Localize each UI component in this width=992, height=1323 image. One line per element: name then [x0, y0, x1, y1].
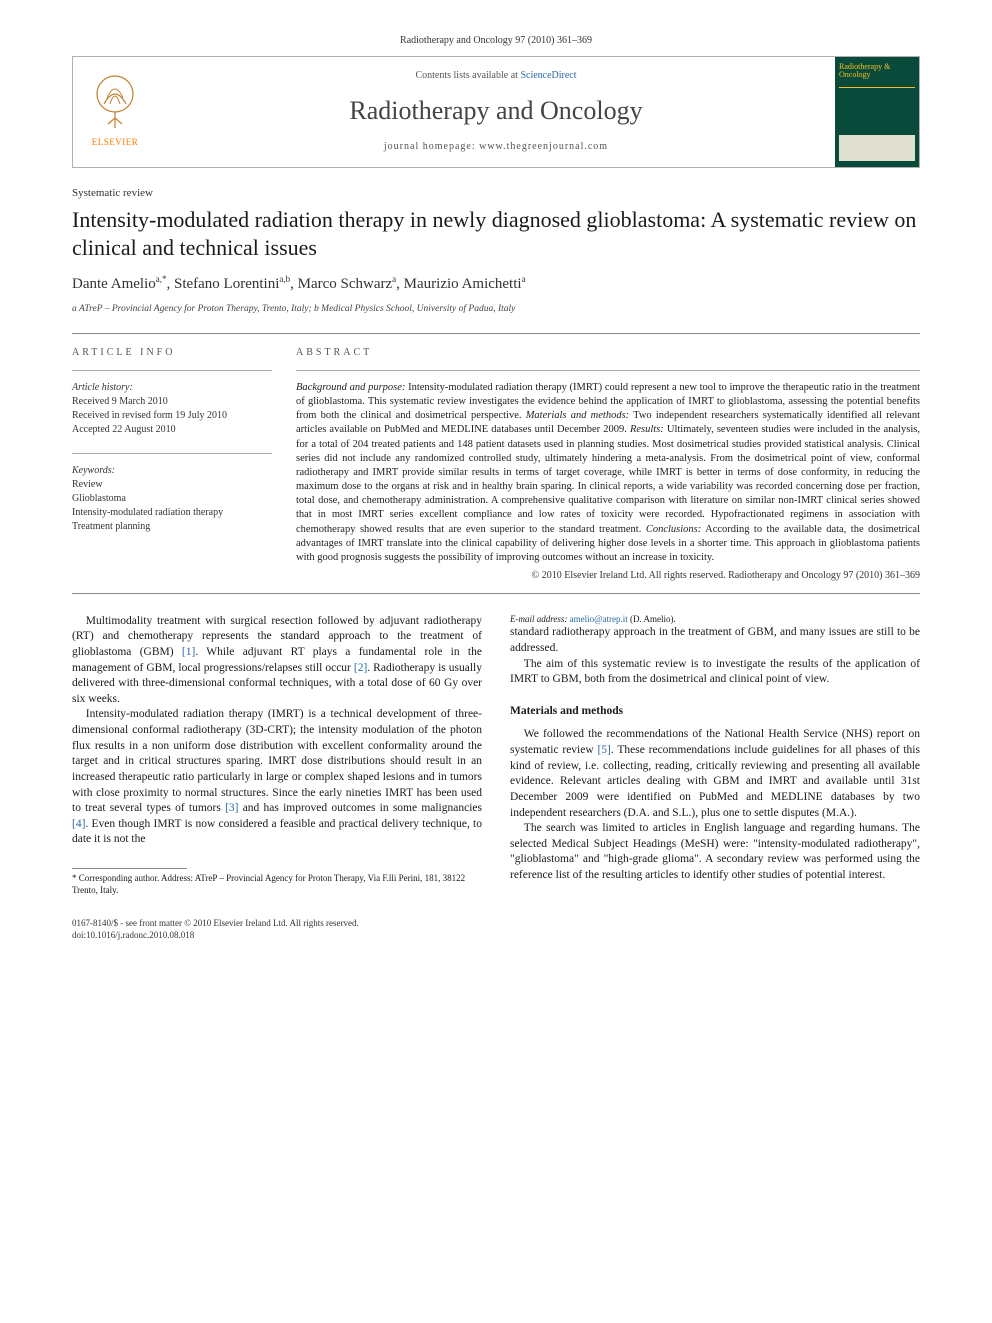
history-received: Received 9 March 2010	[72, 395, 272, 409]
abs-head-conclusions: Conclusions:	[646, 524, 701, 535]
keywords-block: Keywords: Review Glioblastoma Intensity-…	[72, 464, 272, 534]
article-title: Intensity-modulated radiation therapy in…	[72, 206, 920, 261]
cite-3[interactable]: [3]	[225, 802, 238, 814]
email-line: E-mail address: amelio@atrep.it (D. Amel…	[510, 614, 920, 626]
author-3: Marco Schwarz	[298, 276, 393, 292]
cite-4[interactable]: [4]	[72, 818, 85, 830]
journal-reference: Radiotherapy and Oncology 97 (2010) 361–…	[72, 34, 920, 48]
affiliations: a ATreP – Provincial Agency for Proton T…	[72, 303, 920, 316]
publisher-logo-block: ELSEVIER	[73, 57, 157, 167]
email-label: E-mail address:	[510, 614, 570, 624]
body-two-column: Multimodality treatment with surgical re…	[72, 614, 920, 897]
cover-rule	[839, 87, 915, 88]
body-para-6: The search was limited to articles in En…	[510, 821, 920, 884]
history-label: Article history:	[72, 381, 272, 395]
contents-prefix: Contents lists available at	[415, 70, 520, 81]
authors-line: Dante Amelioa,*, Stefano Lorentinia,b, M…	[72, 273, 920, 294]
corresponding-author-note: * Corresponding author. Address: ATreP –…	[72, 873, 482, 896]
cover-title: Radiotherapy & Oncology	[839, 63, 915, 81]
info-rule-2	[72, 453, 272, 454]
publisher-name: ELSEVIER	[92, 136, 139, 148]
keywords-label: Keywords:	[72, 464, 272, 478]
article-history-block: Article history: Received 9 March 2010 R…	[72, 381, 272, 437]
author-4-aff: a	[522, 274, 526, 284]
contents-lists-line: Contents lists available at ScienceDirec…	[415, 69, 576, 83]
body-para-4: The aim of this systematic review is to …	[510, 657, 920, 688]
abs-head-background: Background and purpose:	[296, 382, 405, 393]
article-type: Systematic review	[72, 186, 920, 201]
corresponding-email[interactable]: amelio@atrep.it	[570, 614, 628, 624]
abs-head-methods: Materials and methods:	[526, 410, 629, 421]
page-footer: 0167-8140/$ - see front matter © 2010 El…	[72, 918, 920, 941]
keyword-1: Review	[72, 478, 272, 492]
sciencedirect-link[interactable]: ScienceDirect	[520, 70, 576, 81]
cite-1[interactable]: [1]	[182, 646, 195, 658]
abs-head-results: Results:	[630, 424, 664, 435]
keyword-3: Intensity-modulated radiation therapy	[72, 506, 272, 520]
article-info-heading: article info	[72, 346, 272, 360]
abstract-heading: abstract	[296, 346, 920, 360]
journal-cover-thumbnail: Radiotherapy & Oncology	[835, 57, 919, 167]
top-rule	[72, 333, 920, 334]
keyword-2: Glioblastoma	[72, 492, 272, 506]
abstract-column: abstract Background and purpose: Intensi…	[296, 346, 920, 582]
body-para-2: Intensity-modulated radiation therapy (I…	[72, 707, 482, 848]
author-2: Stefano Lorentini	[174, 276, 279, 292]
abstract-rule	[296, 370, 920, 371]
banner-center: Contents lists available at ScienceDirec…	[157, 57, 835, 167]
abstract-copyright: © 2010 Elsevier Ireland Ltd. All rights …	[296, 569, 920, 583]
body-para-1: Multimodality treatment with surgical re…	[72, 614, 482, 708]
footer-doi: doi:10.1016/j.radonc.2010.08.018	[72, 930, 920, 942]
body-p2a: Intensity-modulated radiation therapy (I…	[72, 708, 482, 814]
keyword-4: Treatment planning	[72, 520, 272, 534]
body-p2b: and has improved outcomes in some malign…	[238, 802, 482, 814]
author-1: Dante Amelio	[72, 276, 156, 292]
abs-text-3: Ultimately, seventeen studies were inclu…	[296, 424, 920, 534]
section-heading-methods: Materials and methods	[510, 704, 920, 720]
footer-front-matter: 0167-8140/$ - see front matter © 2010 El…	[72, 918, 920, 930]
footnote-separator	[72, 868, 187, 869]
info-rule-1	[72, 370, 272, 371]
elsevier-tree-icon	[90, 74, 140, 132]
article-info-column: article info Article history: Received 9…	[72, 346, 272, 582]
body-p2c: . Even though IMRT is now considered a f…	[72, 818, 482, 846]
author-3-aff: a	[392, 274, 396, 284]
author-2-aff: a,b	[279, 274, 290, 284]
body-para-5: We followed the recommendations of the N…	[510, 727, 920, 821]
email-who: (D. Amelio).	[628, 614, 676, 624]
history-accepted: Accepted 22 August 2010	[72, 423, 272, 437]
cite-2[interactable]: [2]	[354, 662, 367, 674]
cover-card	[839, 135, 915, 161]
journal-homepage: journal homepage: www.thegreenjournal.co…	[384, 140, 608, 154]
mid-rule	[72, 593, 920, 594]
journal-title: Radiotherapy and Oncology	[349, 93, 642, 128]
history-revised: Received in revised form 19 July 2010	[72, 409, 272, 423]
abstract-text: Background and purpose: Intensity-modula…	[296, 381, 920, 565]
author-1-aff: a,*	[156, 274, 167, 284]
journal-header-banner: ELSEVIER Contents lists available at Sci…	[72, 56, 920, 168]
body-para-3: standard radiotherapy approach in the tr…	[510, 625, 920, 656]
author-4: Maurizio Amichetti	[404, 276, 522, 292]
cite-5[interactable]: [5]	[597, 744, 610, 756]
